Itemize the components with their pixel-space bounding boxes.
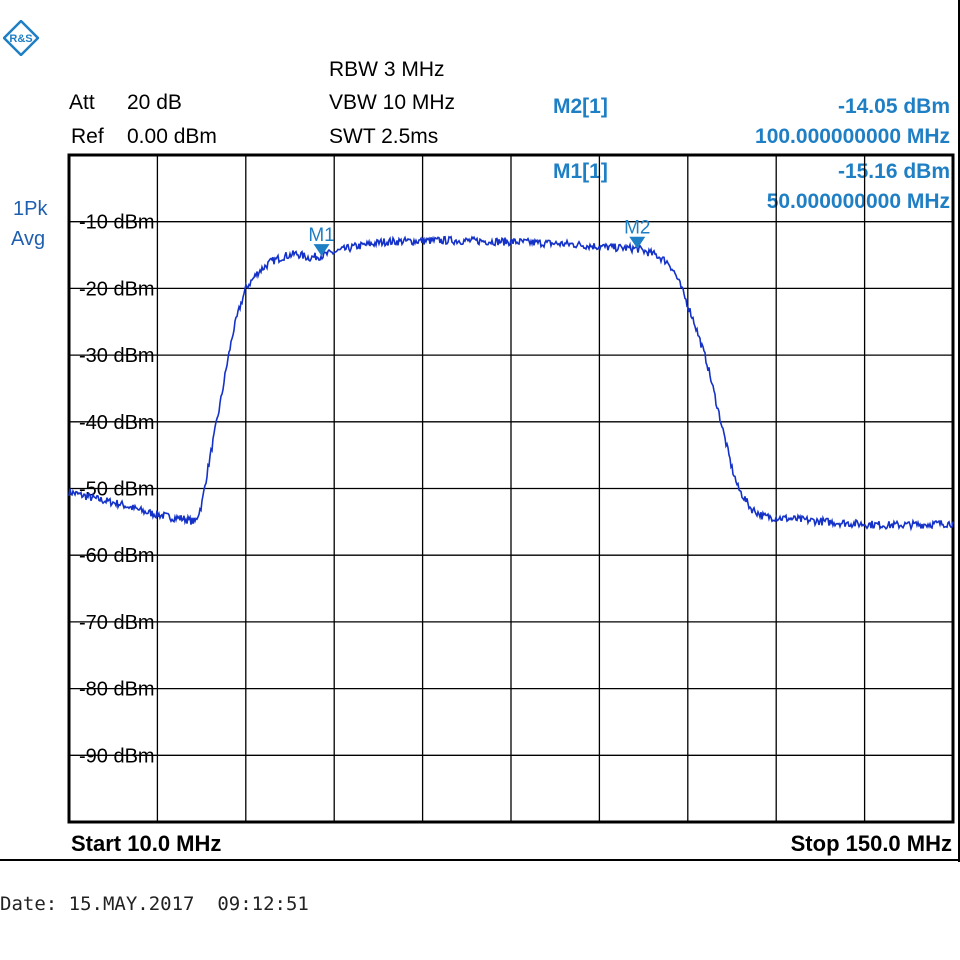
- vbw-setting: VBW 10 MHz: [329, 91, 456, 114]
- stop-frequency: Stop 150.0 MHz: [790, 831, 952, 856]
- ref-value: 0.00 dBm: [127, 125, 217, 148]
- att-label: Att: [69, 91, 95, 114]
- trace-mode-average: Avg: [11, 228, 46, 250]
- m1-readout-freq: 50.000000000 MHz: [766, 190, 950, 213]
- ref-label: Ref: [71, 125, 104, 148]
- m2-readout-level: -14.05 dBm: [837, 95, 950, 118]
- m1-readout-level: -15.16 dBm: [837, 160, 950, 183]
- m2-marker-label: M2: [624, 218, 650, 239]
- plot-frame: [67, 153, 955, 824]
- y-tick-label: -20 dBm: [79, 278, 155, 300]
- y-tick-label: -80 dBm: [79, 679, 155, 701]
- y-tick-label: -60 dBm: [79, 545, 155, 567]
- right-frame-divider: [958, 0, 960, 862]
- m2-marker-triangle: [629, 236, 646, 249]
- trace-mode-detector: 1Pk: [13, 198, 48, 220]
- m1-marker-label: M1: [308, 225, 334, 246]
- timestamp: Date: 15.MAY.2017 09:12:51: [0, 893, 309, 915]
- svg-text:R&S: R&S: [9, 33, 32, 45]
- y-tick-label: -40 dBm: [79, 412, 155, 434]
- start-frequency: Start 10.0 MHz: [71, 831, 222, 856]
- y-tick-label: -10 dBm: [79, 212, 155, 234]
- m1-readout-label: M1[1]: [553, 160, 608, 183]
- m2-readout-label: M2[1]: [553, 95, 608, 118]
- rohde-schwarz-logo-icon: R&S: [3, 20, 39, 56]
- m2-readout-freq: 100.000000000 MHz: [755, 125, 950, 148]
- y-tick-label: -90 dBm: [79, 745, 155, 767]
- y-tick-label: -30 dBm: [79, 345, 155, 367]
- att-value: 20 dB: [127, 91, 182, 114]
- m1-marker-triangle: [313, 244, 330, 257]
- rbw-setting: RBW 3 MHz: [329, 58, 445, 81]
- y-tick-label: -70 dBm: [79, 612, 155, 634]
- swt-setting: SWT 2.5ms: [329, 125, 439, 148]
- y-tick-label: -50 dBm: [79, 479, 155, 501]
- spectrum-trace: [68, 235, 954, 532]
